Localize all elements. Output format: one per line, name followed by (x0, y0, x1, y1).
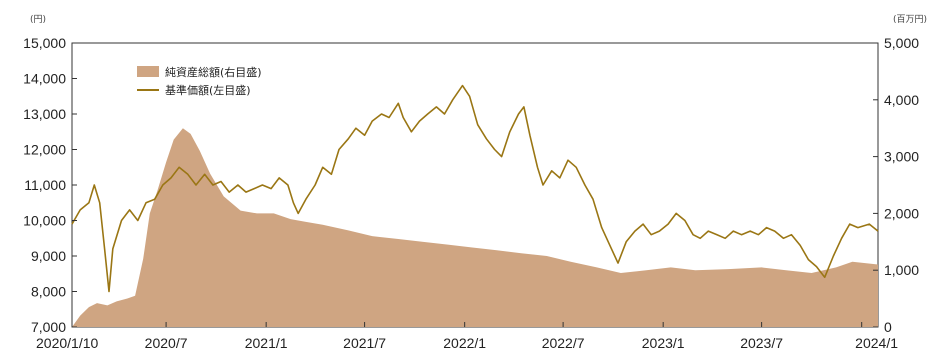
right-axis: 0 1,000 2,000 3,000 4,000 5,000 (873, 35, 919, 335)
x-tick-label: 2023/7 (740, 335, 783, 351)
left-unit-label: (円) (30, 14, 46, 25)
left-tick-label: 11,000 (24, 177, 66, 193)
legend-label-nav: 基準価額(左目盛) (165, 83, 251, 97)
left-axis: 7,000 8,000 9,000 10,000 11,000 12,000 13,000 1… (23, 35, 77, 335)
left-tick-label: 8,000 (31, 284, 66, 300)
right-unit-label: (百万円) (893, 14, 927, 25)
x-tick-label: 2020/7 (145, 335, 188, 351)
x-tick-label: 2022/1 (443, 335, 486, 351)
net-assets-area (72, 128, 878, 327)
x-tick-label: 2020/1/10 (36, 335, 98, 351)
legend-swatch-area (137, 66, 159, 77)
left-tick-label: 7,000 (31, 319, 66, 335)
legend: 純資産総額(右目盛) 基準価額(左目盛) (137, 65, 262, 97)
right-tick-label: 4,000 (884, 92, 919, 108)
right-tick-label: 5,000 (884, 35, 919, 51)
left-tick-label: 9,000 (31, 248, 66, 264)
x-tick-label: 2023/1 (642, 335, 685, 351)
right-tick-label: 0 (884, 319, 892, 335)
left-tick-label: 15,000 (23, 35, 66, 51)
x-tick-label: 2021/1 (245, 335, 288, 351)
left-tick-label: 13,000 (23, 106, 66, 122)
left-tick-label: 12,000 (23, 142, 66, 158)
right-tick-label: 2,000 (884, 205, 919, 221)
x-tick-label: 2024/1 (855, 335, 898, 351)
x-tick-label: 2022/7 (542, 335, 585, 351)
left-tick-label: 10,000 (23, 213, 66, 229)
right-tick-label: 1,000 (884, 262, 919, 278)
x-tick-label: 2021/7 (343, 335, 386, 351)
nav-line (71, 84, 879, 293)
x-axis: 2020/1/10 2020/7 2021/1 2021/7 2022/1 2022/7 2… (36, 322, 898, 351)
right-tick-label: 3,000 (884, 149, 919, 165)
legend-label-net-assets: 純資産総額(右目盛) (165, 65, 262, 79)
left-tick-label: 14,000 (23, 71, 66, 87)
